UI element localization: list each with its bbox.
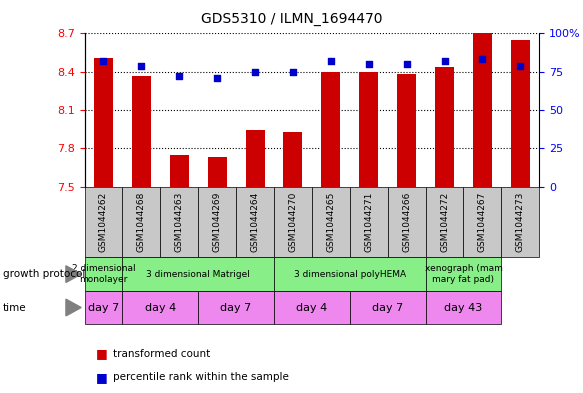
Text: GSM1044262: GSM1044262 <box>99 192 108 252</box>
Text: transformed count: transformed count <box>113 349 210 359</box>
Bar <box>426 187 463 257</box>
Text: GSM1044271: GSM1044271 <box>364 192 373 252</box>
Text: GSM1044270: GSM1044270 <box>289 192 297 252</box>
Bar <box>122 257 274 291</box>
Text: day 7: day 7 <box>220 303 252 312</box>
Point <box>402 61 411 67</box>
Text: percentile rank within the sample: percentile rank within the sample <box>113 372 289 382</box>
Point <box>326 58 335 64</box>
Text: day 4: day 4 <box>145 303 176 312</box>
Bar <box>160 187 198 257</box>
Bar <box>426 257 501 291</box>
Text: ■: ■ <box>96 371 108 384</box>
Bar <box>198 291 274 324</box>
Bar <box>85 187 122 257</box>
Point <box>288 68 297 75</box>
Polygon shape <box>66 299 81 316</box>
Text: xenograph (mam
mary fat pad): xenograph (mam mary fat pad) <box>424 264 503 284</box>
Bar <box>274 187 312 257</box>
Bar <box>435 66 454 187</box>
Point <box>174 73 184 79</box>
Bar <box>94 58 113 187</box>
Text: time: time <box>3 303 27 312</box>
Bar <box>132 75 151 187</box>
Bar <box>122 291 198 324</box>
Bar <box>511 40 530 187</box>
Bar <box>463 187 501 257</box>
Text: GDS5310 / ILMN_1694470: GDS5310 / ILMN_1694470 <box>201 12 382 26</box>
Text: ■: ■ <box>96 347 108 360</box>
Point <box>440 58 449 64</box>
Text: GSM1044272: GSM1044272 <box>440 192 449 252</box>
Bar <box>198 187 236 257</box>
Point <box>477 56 487 62</box>
Bar <box>312 187 350 257</box>
Point <box>136 62 146 69</box>
Text: GSM1044266: GSM1044266 <box>402 192 411 252</box>
Bar <box>236 187 274 257</box>
Bar <box>274 291 350 324</box>
Point <box>99 58 108 64</box>
Text: 3 dimensional polyHEMA: 3 dimensional polyHEMA <box>294 270 406 279</box>
Bar <box>274 257 426 291</box>
Bar <box>321 72 340 187</box>
Bar <box>359 72 378 187</box>
Text: GSM1044269: GSM1044269 <box>213 192 222 252</box>
Bar <box>350 187 388 257</box>
Text: GSM1044267: GSM1044267 <box>478 192 487 252</box>
Bar <box>122 187 160 257</box>
Text: growth protocol: growth protocol <box>3 269 85 279</box>
Bar <box>426 291 501 324</box>
Bar <box>388 187 426 257</box>
Bar <box>397 74 416 187</box>
Bar <box>170 155 189 187</box>
Bar <box>501 187 539 257</box>
Bar <box>350 291 426 324</box>
Text: GSM1044264: GSM1044264 <box>251 192 259 252</box>
Bar <box>283 132 303 187</box>
Text: day 4: day 4 <box>296 303 328 312</box>
Text: GSM1044263: GSM1044263 <box>175 192 184 252</box>
Bar <box>245 130 265 187</box>
Text: day 7: day 7 <box>372 303 403 312</box>
Point <box>364 61 373 67</box>
Text: day 43: day 43 <box>444 303 483 312</box>
Bar <box>85 257 122 291</box>
Bar <box>473 33 492 187</box>
Bar <box>208 157 227 187</box>
Bar <box>85 291 122 324</box>
Point <box>250 68 259 75</box>
Point <box>212 75 222 81</box>
Text: 2 dimensional
monolayer: 2 dimensional monolayer <box>72 264 135 284</box>
Polygon shape <box>66 266 81 283</box>
Text: GSM1044265: GSM1044265 <box>326 192 335 252</box>
Text: day 7: day 7 <box>88 303 119 312</box>
Text: GSM1044268: GSM1044268 <box>137 192 146 252</box>
Text: 3 dimensional Matrigel: 3 dimensional Matrigel <box>146 270 250 279</box>
Point <box>515 62 525 69</box>
Text: GSM1044273: GSM1044273 <box>516 192 525 252</box>
